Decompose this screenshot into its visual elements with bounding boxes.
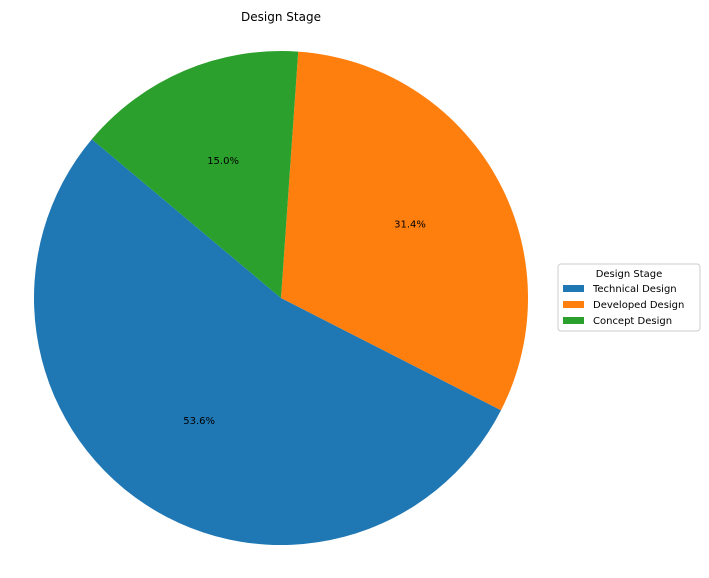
legend-label-concept-design: Concept Design — [593, 316, 672, 327]
legend: Design Stage Technical Design Developed … — [557, 263, 701, 332]
pie-slice-concept-design — [91, 50, 299, 298]
legend-label-developed-design: Developed Design — [593, 300, 684, 311]
legend-swatch-concept-design — [563, 317, 584, 324]
legend-label-technical-design: Technical Design — [592, 284, 677, 295]
pie-label-developed-design: 31.4% — [394, 220, 426, 231]
pie-label-concept-design: 15.0% — [207, 156, 239, 167]
pie-label-technical-design: 53.6% — [183, 416, 215, 427]
legend-frame — [557, 263, 701, 332]
pie-percent-labels: 53.6% 31.4% 15.0% — [183, 156, 426, 427]
legend-swatch-technical-design — [563, 285, 584, 292]
legend-swatch-developed-design — [563, 301, 584, 308]
legend-title: Design Stage — [596, 269, 663, 280]
chart-title: Design Stage — [241, 10, 321, 24]
pie-slice-developed-design — [281, 51, 529, 411]
pie-slices — [33, 50, 529, 546]
pie-slice-technical-design — [33, 139, 501, 546]
